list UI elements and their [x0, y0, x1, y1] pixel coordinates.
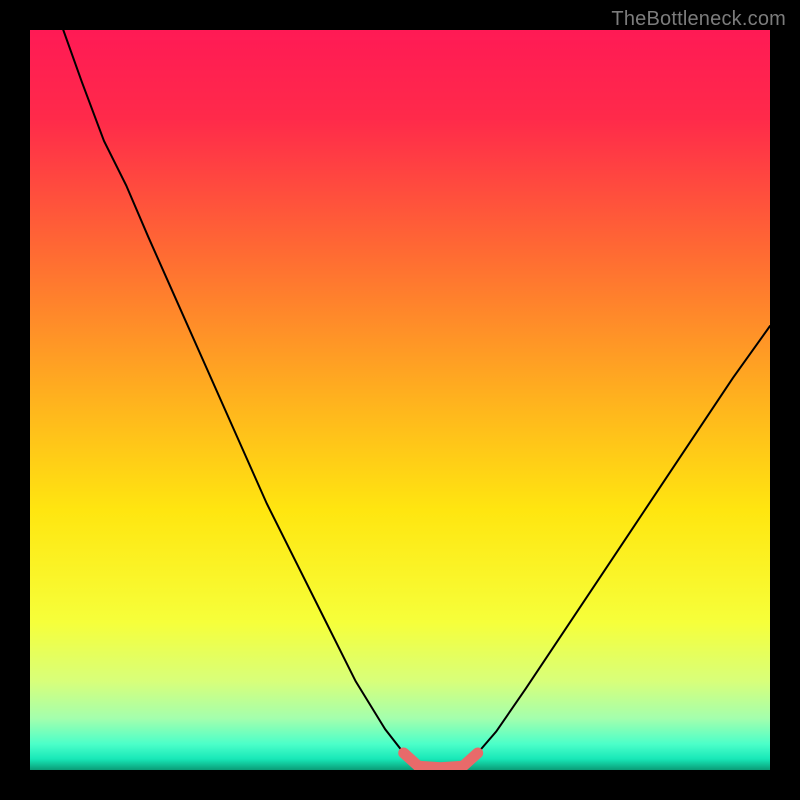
chart-gradient-background	[30, 30, 770, 770]
watermark-text: TheBottleneck.com	[611, 8, 786, 31]
